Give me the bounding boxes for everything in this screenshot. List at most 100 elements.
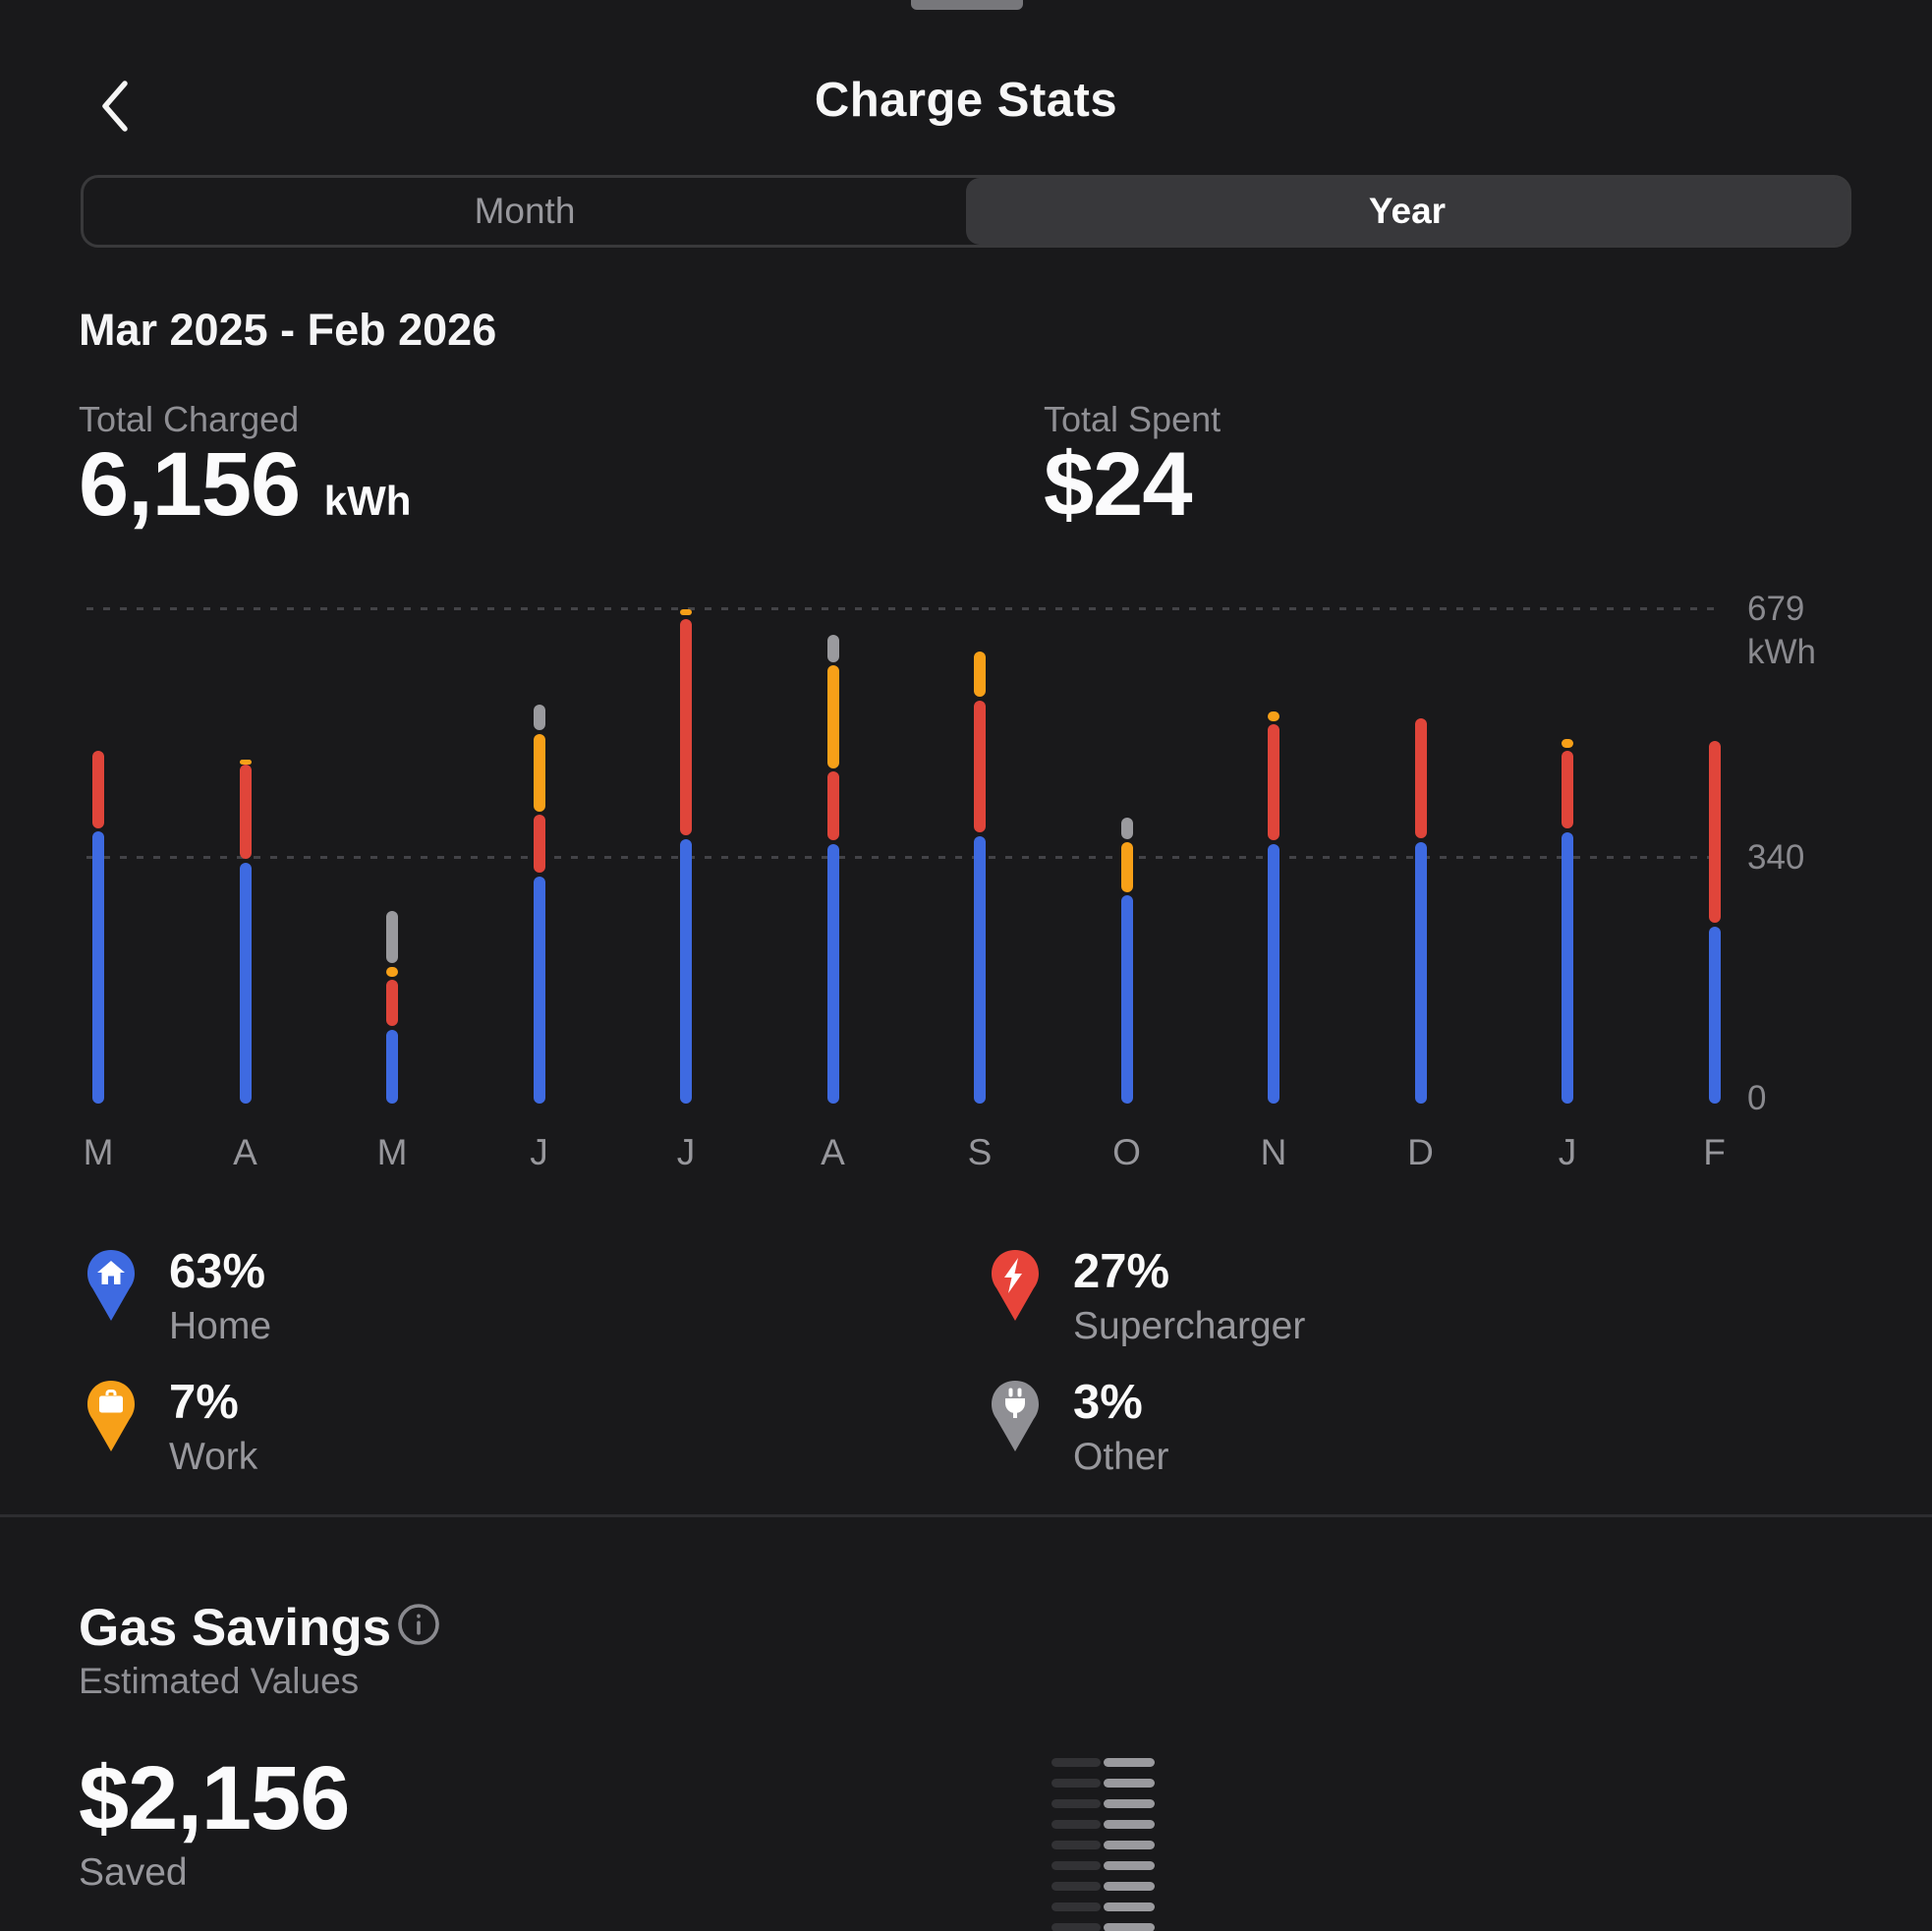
total-charged-number: 6,156 xyxy=(79,434,301,535)
bar-segment-supercharger-9 xyxy=(1414,718,1427,839)
x-axis-label-8: N xyxy=(1260,1132,1287,1172)
x-axis-label-0: M xyxy=(83,1132,114,1172)
stripe-left xyxy=(1051,1779,1101,1788)
bar-segment-work-10 xyxy=(1562,739,1573,748)
stripe-right xyxy=(1104,1820,1155,1829)
x-axis-label-11: F xyxy=(1703,1132,1726,1172)
bar-segment-supercharger-11 xyxy=(1708,740,1721,924)
stripe-left xyxy=(1051,1841,1101,1849)
x-axis-label-6: S xyxy=(967,1132,993,1172)
bar-segment-work-5 xyxy=(826,665,839,768)
legend-text-work: 7% Work xyxy=(169,1377,257,1479)
stripe-left xyxy=(1051,1923,1101,1931)
total-spent-value: $24 xyxy=(1044,434,1192,535)
stripe-right xyxy=(1104,1841,1155,1849)
stripe-left xyxy=(1051,1820,1101,1829)
supercharger-pin-icon xyxy=(992,1250,1039,1321)
x-axis-label-1: A xyxy=(233,1132,257,1172)
bar-segment-other-5 xyxy=(826,635,839,662)
bar-segment-supercharger-1 xyxy=(239,765,252,860)
bar-segment-work-3 xyxy=(533,733,545,812)
work-pin-icon xyxy=(87,1381,135,1451)
legend-item-other xyxy=(991,1380,1040,1458)
total-spent-label: Total Spent xyxy=(1044,399,1222,439)
back-button[interactable] xyxy=(86,73,142,140)
bar-segment-work-7 xyxy=(1120,842,1133,892)
x-axis-label-3: J xyxy=(530,1132,548,1172)
bar-segment-home-5 xyxy=(826,843,839,1105)
x-axis-label-9: D xyxy=(1407,1132,1434,1172)
y-axis-label-340: 340 xyxy=(1747,838,1805,877)
legend-pct-work: 7% xyxy=(169,1376,239,1429)
tab-month[interactable]: Month xyxy=(474,191,576,231)
bar-segment-supercharger-8 xyxy=(1268,724,1279,841)
home-pin-icon xyxy=(87,1250,135,1321)
bar-segment-supercharger-2 xyxy=(386,980,398,1027)
y-axis-label-679: 679 xyxy=(1747,590,1805,628)
page-title: Charge Stats xyxy=(814,74,1118,127)
bar-segment-work-2 xyxy=(386,966,398,977)
stripe-right xyxy=(1104,1882,1155,1891)
x-axis-label-10: J xyxy=(1558,1132,1577,1172)
date-range-label: Mar 2025 - Feb 2026 xyxy=(79,305,497,355)
legend-pct-other: 3% xyxy=(1073,1376,1143,1429)
bar-segment-home-6 xyxy=(974,835,986,1105)
bar-segment-home-9 xyxy=(1414,841,1427,1105)
y-axis-unit-kwh: kWh xyxy=(1747,633,1816,671)
legend-text-supercharger: 27% Supercharger xyxy=(1073,1246,1305,1348)
bar-segment-work-6 xyxy=(974,651,986,698)
bar-segment-work-4 xyxy=(680,609,692,616)
stripe-right xyxy=(1104,1779,1155,1788)
stripe-left xyxy=(1051,1882,1101,1891)
stripe-left xyxy=(1051,1903,1101,1911)
bar-segment-supercharger-4 xyxy=(680,618,692,836)
sheet-drag-handle[interactable] xyxy=(911,0,1023,10)
x-axis-label-4: J xyxy=(676,1132,696,1172)
bar-segment-home-10 xyxy=(1562,831,1573,1105)
chevron-left-icon xyxy=(102,81,128,132)
stripe-right xyxy=(1104,1923,1155,1931)
bar-segment-other-2 xyxy=(386,910,398,964)
legend-item-home xyxy=(86,1249,136,1328)
bar-segment-home-8 xyxy=(1268,843,1279,1105)
legend-label-supercharger: Supercharger xyxy=(1073,1305,1306,1347)
bar-segment-supercharger-6 xyxy=(974,700,986,833)
gas-savings-saved-label: Saved xyxy=(79,1851,188,1894)
gridline-340 xyxy=(86,856,1722,859)
stripe-right xyxy=(1104,1861,1155,1870)
stripe-right xyxy=(1104,1903,1155,1911)
legend-pct-supercharger: 27% xyxy=(1073,1245,1170,1298)
x-axis-label-7: O xyxy=(1112,1132,1141,1172)
gas-savings-subtitle: Estimated Values xyxy=(79,1661,360,1701)
legend-label-other: Other xyxy=(1073,1436,1169,1478)
bar-segment-home-0 xyxy=(92,831,104,1105)
bar-segment-home-2 xyxy=(386,1029,398,1105)
legend-item-work xyxy=(86,1380,136,1458)
x-axis-label-5: A xyxy=(821,1132,845,1172)
stripe-right xyxy=(1104,1799,1155,1808)
section-divider xyxy=(0,1514,1932,1517)
y-axis-label-0: 0 xyxy=(1747,1079,1767,1117)
total-charged-label: Total Charged xyxy=(79,399,300,439)
gas-savings-amount: $2,156 xyxy=(79,1748,350,1848)
legend-label-work: Work xyxy=(169,1436,258,1478)
bar-segment-other-7 xyxy=(1120,818,1133,839)
other-plug-pin-icon xyxy=(992,1381,1039,1451)
bar-segment-work-8 xyxy=(1268,710,1279,721)
stripe-right xyxy=(1104,1758,1155,1767)
bar-segment-home-7 xyxy=(1120,895,1133,1105)
bar-segment-home-4 xyxy=(680,838,692,1105)
x-axis-label-2: M xyxy=(376,1132,408,1172)
gas-savings-info-button[interactable] xyxy=(396,1602,441,1647)
tab-year[interactable]: Year xyxy=(966,178,1848,245)
legend-item-supercharger xyxy=(991,1249,1040,1328)
bar-segment-home-11 xyxy=(1708,926,1721,1105)
bar-segment-home-1 xyxy=(239,862,252,1105)
period-segmented-control: Month Year xyxy=(81,175,1851,248)
legend-pct-home: 63% xyxy=(169,1245,266,1298)
legend-label-home: Home xyxy=(169,1305,272,1347)
stripe-left xyxy=(1051,1861,1101,1870)
bar-segment-supercharger-0 xyxy=(92,751,104,828)
total-charged-value: 6,156 kWh xyxy=(79,430,411,555)
